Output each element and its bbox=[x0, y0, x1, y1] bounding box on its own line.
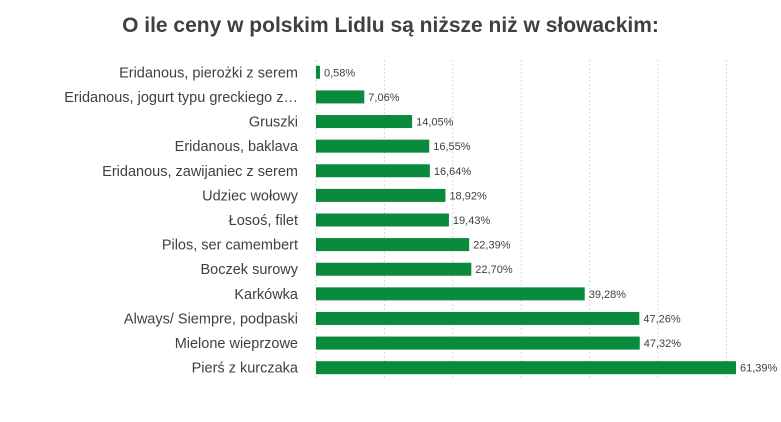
category-label: Eridanous, baklava bbox=[175, 139, 299, 155]
value-label: 47,32% bbox=[644, 338, 682, 350]
value-label: 47,26% bbox=[643, 313, 681, 325]
category-label: Eridanous, pierożki z serem bbox=[119, 65, 298, 81]
bar bbox=[316, 65, 320, 79]
bar bbox=[316, 213, 449, 227]
category-label: Karkówka bbox=[234, 287, 299, 303]
category-label: Udziec wołowy bbox=[202, 188, 299, 204]
value-label: 14,05% bbox=[416, 117, 454, 129]
category-label: Pilos, ser camembert bbox=[162, 238, 298, 254]
bar bbox=[316, 115, 413, 129]
category-label: Boczek surowy bbox=[200, 262, 298, 278]
value-label: 16,55% bbox=[433, 141, 471, 153]
value-label: 39,28% bbox=[589, 289, 627, 301]
category-label: Łosoś, filet bbox=[229, 213, 298, 229]
value-label: 18,92% bbox=[449, 190, 487, 202]
bar bbox=[316, 188, 446, 202]
category-label: Pierś z kurczaka bbox=[192, 361, 299, 377]
category-label: Mielone wieprzowe bbox=[175, 336, 298, 352]
chart-title: O ile ceny w polskim Lidlu są niższe niż… bbox=[122, 14, 659, 37]
value-label: 22,70% bbox=[475, 264, 513, 276]
value-label: 61,39% bbox=[740, 363, 778, 375]
bar bbox=[316, 238, 470, 252]
value-label: 16,64% bbox=[434, 166, 472, 178]
value-label: 19,43% bbox=[453, 215, 491, 227]
value-label: 0,58% bbox=[324, 67, 355, 79]
bar bbox=[316, 164, 430, 178]
bar bbox=[316, 287, 585, 301]
bar bbox=[316, 336, 640, 350]
bar bbox=[316, 311, 640, 325]
category-label: Eridanous, zawijaniec z serem bbox=[102, 164, 298, 180]
category-label: Gruszki bbox=[249, 115, 298, 131]
category-label: Always/ Siempre, podpaski bbox=[124, 311, 298, 327]
bar bbox=[316, 139, 430, 153]
bar bbox=[316, 262, 472, 276]
value-label: 22,39% bbox=[473, 240, 511, 252]
category-label: Eridanous, jogurt typu greckiego z… bbox=[64, 90, 298, 106]
bar bbox=[316, 361, 736, 375]
bar bbox=[316, 90, 365, 104]
value-label: 7,06% bbox=[368, 92, 399, 104]
